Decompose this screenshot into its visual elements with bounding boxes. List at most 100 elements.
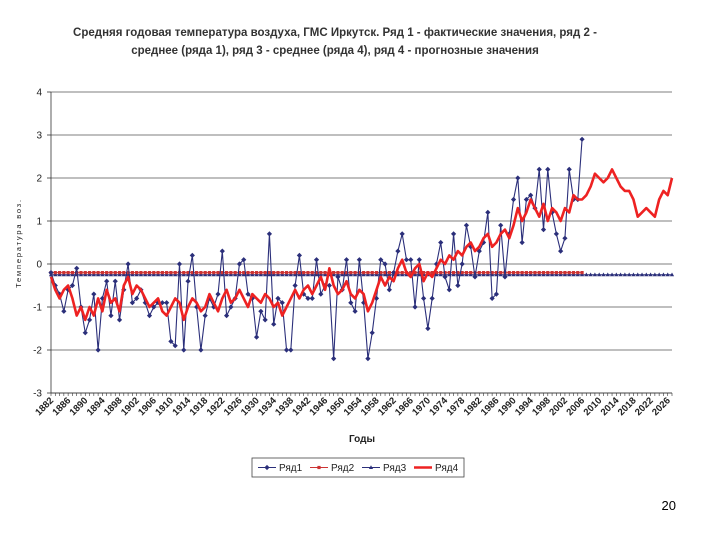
x-tick-label: 2022: [633, 395, 656, 418]
series-3-point: [554, 272, 559, 277]
series-2-point: [447, 271, 451, 275]
series-3-point: [515, 272, 520, 277]
series-3-point: [164, 272, 169, 277]
series-1-point: [245, 291, 251, 297]
legend-label: Ряд1: [279, 463, 303, 474]
series-2-point: [469, 271, 473, 275]
series-2-point: [387, 271, 391, 275]
series-1-point: [361, 300, 367, 306]
series-3-point: [61, 272, 66, 277]
series-3-point: [340, 272, 345, 277]
series-3-point: [511, 272, 516, 277]
series-3-point: [648, 272, 653, 277]
series-1-point: [313, 257, 320, 263]
series-2-point: [126, 271, 130, 275]
series-2-point: [516, 271, 520, 275]
series-2-point: [434, 271, 439, 275]
series-2-point: [439, 271, 443, 275]
series-2-point: [246, 271, 250, 275]
legend-swatch-marker: [317, 465, 321, 470]
series-2-point: [212, 271, 216, 275]
series-3-point: [382, 272, 388, 277]
series-1-point: [485, 209, 491, 215]
series-1-point: [283, 347, 290, 353]
series-1-point: [489, 295, 495, 301]
series-3-point: [400, 272, 405, 277]
series-3-point: [579, 272, 585, 277]
series-2-point: [332, 271, 336, 275]
series-2-point: [53, 271, 57, 275]
series-3-point: [618, 272, 623, 277]
series-3-point: [322, 272, 328, 277]
series-2-point: [481, 271, 486, 275]
x-tick-label: 1906: [136, 395, 159, 418]
legend-item-3: Ряд3: [362, 463, 407, 474]
series-3-point: [541, 272, 546, 277]
series-2-point: [319, 271, 323, 275]
series-2-point: [169, 271, 173, 275]
series-3-point: [121, 272, 126, 277]
series-1: [48, 136, 585, 362]
legend-box: [251, 457, 465, 478]
series-3-point: [605, 272, 610, 277]
series-2-point: [353, 271, 357, 275]
series-3-point: [532, 272, 538, 277]
x-tick-label: 1930: [239, 395, 262, 418]
series-1-point: [515, 175, 521, 181]
y-tick-label: 4: [36, 88, 42, 99]
legend-item-2: Ряд2: [310, 463, 355, 474]
series-2-point: [165, 271, 169, 275]
legend-label: Ряд2: [331, 463, 355, 474]
series-3-point: [639, 272, 645, 277]
series-2-point: [456, 271, 460, 275]
series-2-point: [314, 271, 319, 275]
series-2-point: [105, 271, 109, 275]
series-1-point: [455, 282, 461, 289]
x-axis-label: Годы: [349, 434, 375, 445]
series-2-point: [276, 271, 280, 275]
series-2-point: [79, 271, 83, 275]
series-1-point: [176, 261, 183, 267]
series-1-point: [198, 347, 204, 353]
series-3-point: [215, 272, 221, 277]
series-2-point: [310, 271, 314, 275]
series-1-point: [134, 295, 140, 301]
series-2-point: [524, 271, 528, 275]
y-tick-label: 1: [36, 217, 42, 228]
series-3-point: [181, 272, 186, 277]
series-3-point: [507, 272, 512, 277]
series-2-point: [122, 271, 126, 275]
series-3-point: [635, 272, 640, 277]
x-tick-label: 1958: [359, 395, 382, 418]
series-2-point: [340, 271, 344, 275]
x-tick-label: 1942: [290, 395, 313, 418]
series-3-point: [160, 272, 165, 277]
x-tick-label: 1982: [462, 395, 485, 418]
series-3-point: [657, 272, 662, 277]
series-1-point: [519, 239, 525, 246]
series-1-point: [438, 239, 444, 246]
series-1-point: [403, 257, 410, 263]
x-tick-label: 1938: [273, 395, 296, 418]
series-2-point: [383, 271, 387, 275]
series-3-point: [451, 272, 456, 277]
series-2-point: [130, 271, 134, 275]
series-1-point: [91, 291, 97, 297]
series-2-point: [507, 271, 511, 275]
series-3-point: [412, 272, 418, 277]
series-3-point: [100, 272, 105, 277]
series-1-point: [523, 196, 529, 203]
series-2-point: [362, 271, 366, 275]
x-tick-label: 1970: [410, 395, 433, 418]
series-3-point: [545, 272, 550, 277]
series-1-point: [236, 261, 243, 267]
series-1-point: [450, 231, 457, 237]
series-3-point: [665, 272, 670, 277]
series-1-point: [271, 321, 277, 327]
series-2-point: [233, 271, 237, 275]
series-2-point: [113, 271, 117, 275]
x-tick-label: 1946: [307, 395, 330, 418]
series-1-point: [129, 300, 135, 306]
series-1-point: [309, 295, 315, 301]
series-2-point: [62, 271, 66, 275]
